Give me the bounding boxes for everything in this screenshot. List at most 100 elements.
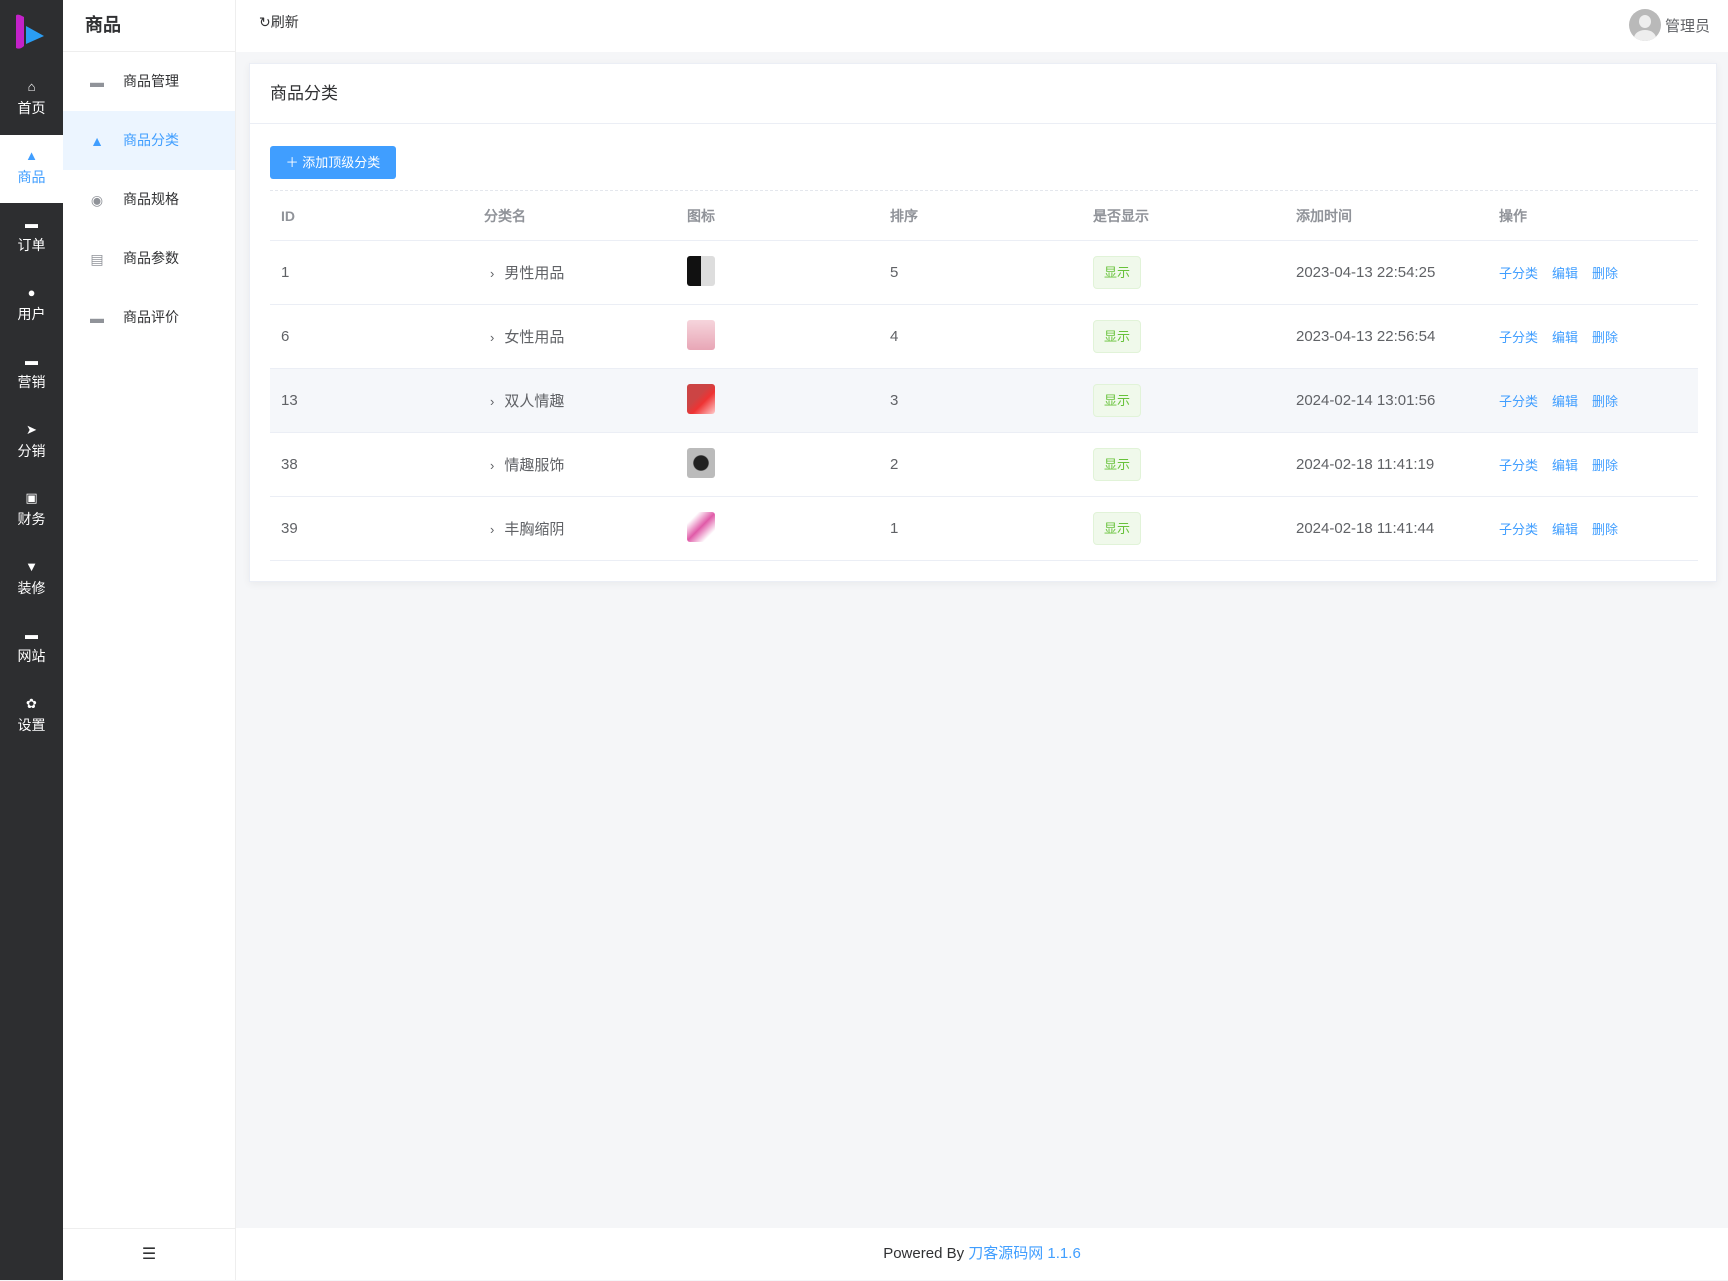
subcategory-link[interactable]: 子分类 <box>1499 522 1539 537</box>
sub-sidebar: 商品 ▬ 商品管理 ▲ 商品分类 ◉ 商品规格 ▤ 商品参数 ▬ 商品评价 ☰ <box>63 0 236 1280</box>
bag-icon: ▲ <box>90 132 104 149</box>
cell-time: 2024-02-18 11:41:44 <box>1296 520 1435 537</box>
category-card: 商品分类 ＋ 添加顶级分类 ID 分类名 图标 排序 是否显示 添加时间 操作 1 › 男性用… <box>249 63 1717 582</box>
refresh-icon: ↻ <box>259 14 271 30</box>
category-image <box>687 255 715 286</box>
rail-item-0[interactable]: ⌂ 首页 <box>17 79 46 117</box>
cell-name: 双人情趣 <box>504 393 565 410</box>
category-table: ID 分类名 图标 排序 是否显示 添加时间 操作 1 › 男性用品 5 显示 2023-04… <box>270 190 1698 561</box>
home-icon: ⌂ <box>27 79 36 94</box>
subcategory-link[interactable]: 子分类 <box>1499 458 1539 473</box>
add-top-category-button[interactable]: ＋ 添加顶级分类 <box>270 146 396 179</box>
sub-sidebar-title: 商品 <box>63 0 235 52</box>
briefcase-icon: ▬ <box>90 73 104 90</box>
bag-icon: ▲ <box>25 147 38 163</box>
expand-chevron-icon[interactable]: › <box>490 266 495 281</box>
column-header: 添加时间 <box>1296 207 1352 224</box>
subcategory-link[interactable]: 子分类 <box>1499 330 1539 345</box>
wallet-icon: ▬ <box>25 216 38 231</box>
column-header: 图标 <box>687 207 715 224</box>
footer: Powered By 刀客源码网 1.1.6 <box>236 1228 1728 1280</box>
rail-item-6[interactable]: ▣ 财务 <box>17 490 46 528</box>
collapse-menu-icon[interactable]: ☰ <box>63 1228 235 1280</box>
refresh-button[interactable]: ↻刷新 <box>259 14 299 30</box>
expand-chevron-icon[interactable]: › <box>490 330 495 345</box>
sub-item-0[interactable]: ▬ 商品管理 <box>90 73 179 90</box>
cell-time: 2023-04-13 22:54:25 <box>1296 264 1436 281</box>
cell-id: 13 <box>281 392 298 409</box>
cell-sort: 1 <box>890 520 899 537</box>
user-menu[interactable]: 管理员 <box>1628 9 1710 41</box>
cell-id: 39 <box>281 520 298 537</box>
table-row: 39 › 丰胸缩阴 1 显示 2024-02-18 11:41:44 子分类 编辑删… <box>270 497 1698 561</box>
rail-item-5[interactable]: ➤ 分销 <box>17 421 46 459</box>
cell-name: 女性用品 <box>504 329 565 346</box>
cell-id: 1 <box>281 264 290 281</box>
comment-icon: ▬ <box>90 309 104 326</box>
user-icon: ● <box>27 284 36 300</box>
sub-item-4[interactable]: ▬ 商品评价 <box>90 309 179 326</box>
column-header: 分类名 <box>484 207 526 224</box>
delete-link[interactable]: 删除 <box>1592 266 1619 281</box>
category-image <box>687 447 715 478</box>
delete-link[interactable]: 删除 <box>1592 522 1619 537</box>
send-icon: ➤ <box>26 421 37 437</box>
cell-time: 2023-04-13 22:56:54 <box>1296 328 1436 345</box>
cell-id: 38 <box>281 456 298 473</box>
category-image <box>687 383 715 414</box>
subcategory-link[interactable]: 子分类 <box>1499 394 1539 409</box>
delete-link[interactable]: 删除 <box>1592 458 1619 473</box>
main-nav-rail <box>0 0 63 1280</box>
user-name: 管理员 <box>1664 17 1710 35</box>
avatar <box>1628 9 1661 41</box>
rail-item-9[interactable]: ✿ 设置 <box>17 695 46 733</box>
column-header: ID <box>281 207 295 224</box>
category-image <box>687 319 715 350</box>
delete-link[interactable]: 删除 <box>1592 330 1619 345</box>
cell-sort: 2 <box>890 456 899 473</box>
rail-item-2[interactable]: ▬ 订单 <box>17 216 46 254</box>
gear-icon: ✿ <box>26 695 37 711</box>
expand-chevron-icon[interactable]: › <box>490 394 495 409</box>
ticket-icon: ▬ <box>25 353 38 368</box>
category-image <box>687 511 715 542</box>
edit-link[interactable]: 编辑 <box>1552 266 1579 281</box>
monitor-icon: ▬ <box>25 627 38 642</box>
rail-item-7[interactable]: ▼ 装修 <box>17 558 46 596</box>
delete-link[interactable]: 删除 <box>1592 394 1619 409</box>
expand-chevron-icon[interactable]: › <box>490 458 495 473</box>
cell-time: 2024-02-14 13:01:56 <box>1296 392 1436 409</box>
sub-item-2[interactable]: ◉ 商品规格 <box>90 191 179 208</box>
edit-link[interactable]: 编辑 <box>1552 522 1579 537</box>
column-header: 操作 <box>1499 207 1527 224</box>
rail-item-8[interactable]: ▬ 网站 <box>17 627 46 665</box>
cell-name: 男性用品 <box>504 265 565 282</box>
cell-sort: 5 <box>890 264 899 281</box>
sub-item-3[interactable]: ▤ 商品参数 <box>90 250 179 267</box>
rail-item-1[interactable]: ▲ 商品 <box>0 134 63 203</box>
footer-link[interactable]: 刀客源码网 1.1.6 <box>968 1245 1081 1262</box>
cell-name: 情趣服饰 <box>504 457 565 474</box>
cell-time: 2024-02-18 11:41:19 <box>1296 456 1435 473</box>
sub-item-1[interactable]: ▲ 商品分类 <box>63 111 235 170</box>
column-header: 排序 <box>890 207 918 224</box>
edit-link[interactable]: 编辑 <box>1552 458 1579 473</box>
edit-link[interactable]: 编辑 <box>1552 330 1579 345</box>
table-header: ID 分类名 图标 排序 是否显示 添加时间 操作 <box>270 191 1698 241</box>
rail-item-3[interactable]: ● 用户 <box>17 284 46 322</box>
clipboard-check-icon: ▤ <box>90 250 104 267</box>
status-badge: 显示 <box>1093 320 1142 353</box>
column-header: 是否显示 <box>1093 207 1149 224</box>
edit-link[interactable]: 编辑 <box>1552 394 1579 409</box>
status-badge: 显示 <box>1093 256 1142 289</box>
expand-chevron-icon[interactable]: › <box>490 522 495 537</box>
subcategory-link[interactable]: 子分类 <box>1499 266 1539 281</box>
status-badge: 显示 <box>1093 448 1142 481</box>
cell-name: 丰胸缩阴 <box>504 521 565 538</box>
page-title: 商品分类 <box>250 64 1716 124</box>
top-bar: ↻刷新 管理员 <box>236 0 1728 52</box>
rail-item-4[interactable]: ▬ 营销 <box>17 353 46 391</box>
table-row: 6 › 女性用品 4 显示 2023-04-13 22:56:54 子分类 编辑 删除 <box>270 305 1698 369</box>
table-row: 13 › 双人情趣 3 显示 2024-02-14 13:01:56 子分类 编辑删… <box>270 369 1698 433</box>
status-badge: 显示 <box>1093 512 1142 545</box>
